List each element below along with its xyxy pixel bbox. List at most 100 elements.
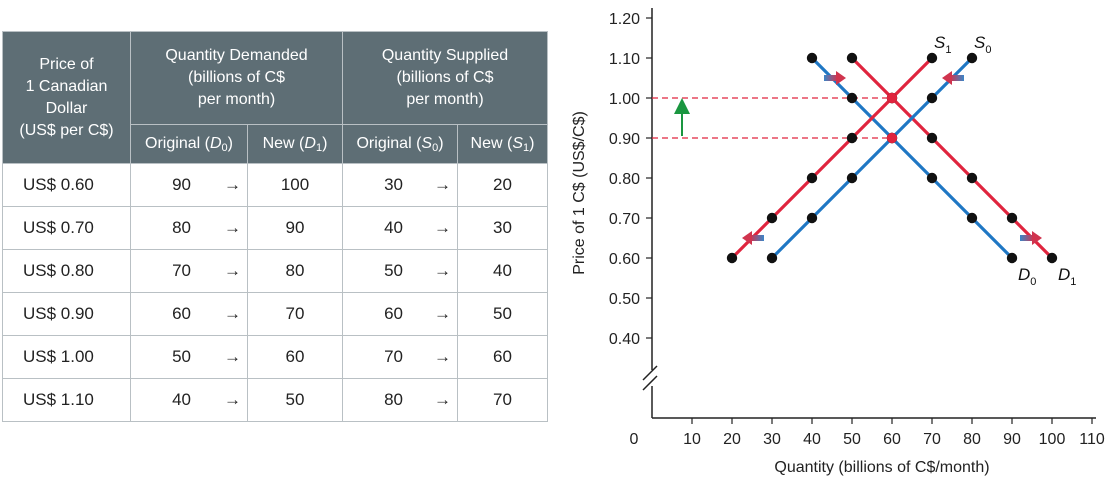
y-axis-label: Price of 1 C$ (US$/C$) xyxy=(571,111,588,275)
original-supply-subheader: Original (S0) xyxy=(342,124,458,164)
annotations-group: D0 D1 S0 S1 xyxy=(674,33,1076,288)
demand-arrow: → xyxy=(224,304,241,323)
data-point-S0 xyxy=(806,212,818,224)
demand-arrow: → xyxy=(224,261,241,280)
supply-pair-left: 80 → xyxy=(342,378,458,422)
demand-pair-left: 90 → xyxy=(130,163,248,207)
x-tick-label: 60 xyxy=(883,431,901,448)
price-header-line-3: Dollar xyxy=(45,99,88,117)
supply-pair-right: 40 xyxy=(457,249,548,293)
original-demand-value: 50 xyxy=(172,347,191,366)
data-point-D1 xyxy=(926,132,938,144)
supply-pair-right: 60 xyxy=(457,335,548,379)
original-demand-value: 60 xyxy=(172,304,191,323)
supply-pair-right: 20 xyxy=(457,163,548,207)
shift-arrow-shaft xyxy=(750,235,764,241)
axis-break-mark xyxy=(642,365,658,381)
supply-arrow: → xyxy=(434,390,451,409)
supply-pair-left: 50 → xyxy=(342,249,458,293)
points-group xyxy=(726,52,1058,264)
curve-S1 xyxy=(730,56,934,260)
new-demand-value: 60 xyxy=(285,347,305,366)
supplied-header-line-2: (billions of C$ xyxy=(396,69,494,86)
supply-arrow: → xyxy=(434,175,451,194)
new-supply-value: 70 xyxy=(493,390,512,409)
data-point-D1 xyxy=(846,52,858,64)
supply-pair-left: 60 → xyxy=(342,292,458,336)
curve-D0 xyxy=(810,56,1014,260)
exchange-table-wrapper: Price of 1 Canadian Dollar (US$ per C$) … xyxy=(2,31,548,422)
supply-arrow: → xyxy=(434,261,451,280)
shift-arrow-shaft xyxy=(950,75,964,81)
price-cell: US$ 1.10 xyxy=(2,378,131,422)
price-cell: US$ 0.60 xyxy=(2,163,131,207)
data-point-S1 xyxy=(726,252,738,264)
original-supply-value: 60 xyxy=(384,304,403,323)
data-point-D0 xyxy=(806,52,818,64)
y-tick-label: 0.50 xyxy=(609,291,640,308)
table-row: US$ 1.00 50 → 60 70 → 60 xyxy=(2,335,548,379)
table-row: US$ 1.10 40 → 50 80 → 70 xyxy=(2,378,548,422)
y-tick-label: 0.40 xyxy=(609,331,640,348)
data-point-D1 xyxy=(1046,252,1058,264)
curve-S0 xyxy=(770,56,974,260)
shift-arrow xyxy=(742,231,764,245)
data-point-S1 xyxy=(926,52,938,64)
new-demand-value: 50 xyxy=(285,390,305,409)
data-point-D0 xyxy=(966,212,978,224)
demand-arrow: → xyxy=(224,390,241,409)
price-cell: US$ 1.00 xyxy=(2,335,131,379)
exchange-table-body: US$ 0.60 90 → 100 30 → 20 US$ 0.70 80 → 90 40 → 30 US$… xyxy=(2,163,548,422)
y-tick-label: 0.80 xyxy=(609,171,640,188)
table-row: US$ 0.60 90 → 100 30 → 20 xyxy=(2,163,548,207)
demand-pair-left: 50 → xyxy=(130,335,248,379)
demanded-header-line-3: per month) xyxy=(197,91,276,108)
supply-pair-right: 30 xyxy=(457,206,548,250)
original-demand-value: 90 xyxy=(172,175,191,194)
y-tick-label: 0.90 xyxy=(609,131,640,148)
x-tick-label: 90 xyxy=(1003,431,1021,448)
demand-pair-right: 90 xyxy=(247,206,343,250)
data-point-S0 xyxy=(766,252,778,264)
x-tick-label: 80 xyxy=(963,431,981,448)
shift-arrow-shaft xyxy=(824,75,838,81)
shift-arrow xyxy=(824,71,846,85)
demand-pair-left: 60 → xyxy=(130,292,248,336)
data-point-S1 xyxy=(766,212,778,224)
original-demand-value: 40 xyxy=(172,390,191,409)
supplied-header-line-1: Quantity Supplied xyxy=(381,47,509,64)
data-point-S0 xyxy=(926,92,938,104)
curve-label-D0: D0 xyxy=(1018,265,1036,288)
new-supply-value: 50 xyxy=(493,304,512,323)
data-point-S0 xyxy=(846,172,858,184)
x-axis-label: Quantity (billions of C$/month) xyxy=(774,459,989,476)
supply-pair-right: 50 xyxy=(457,292,548,336)
table-row: US$ 0.80 70 → 80 50 → 40 xyxy=(2,249,548,293)
x-tick-label: 0 xyxy=(630,431,639,448)
table-row: US$ 0.70 80 → 90 40 → 30 xyxy=(2,206,548,250)
y-tick-label: 0.60 xyxy=(609,251,640,268)
demand-pair-right: 100 xyxy=(247,163,343,207)
demand-arrow: → xyxy=(224,175,241,194)
curve-label-S0: S0 xyxy=(974,33,991,56)
new-supply-value: 40 xyxy=(493,261,512,280)
original-demand-value: 70 xyxy=(172,261,191,280)
demand-pair-right: 80 xyxy=(247,249,343,293)
new-demand-value: 70 xyxy=(285,304,305,323)
new-supply-value: 60 xyxy=(493,347,512,366)
y-tick-label: 1.20 xyxy=(609,11,640,28)
price-cell: US$ 0.90 xyxy=(2,292,131,336)
y-tick-label: 1.10 xyxy=(609,51,640,68)
price-cell: US$ 0.70 xyxy=(2,206,131,250)
demand-arrow: → xyxy=(224,347,241,366)
x-tick-label: 50 xyxy=(843,431,861,448)
demand-pair-left: 70 → xyxy=(130,249,248,293)
data-point-D1 xyxy=(1006,212,1018,224)
curves-group xyxy=(730,56,1054,260)
curve-label-D1: D1 xyxy=(1058,265,1076,288)
demand-pair-right: 70 xyxy=(247,292,343,336)
new-demand-subheader: New (D1) xyxy=(247,124,343,164)
shift-arrow-head xyxy=(942,71,952,85)
original-supply-value: 70 xyxy=(384,347,403,366)
shift-arrow xyxy=(942,71,964,85)
